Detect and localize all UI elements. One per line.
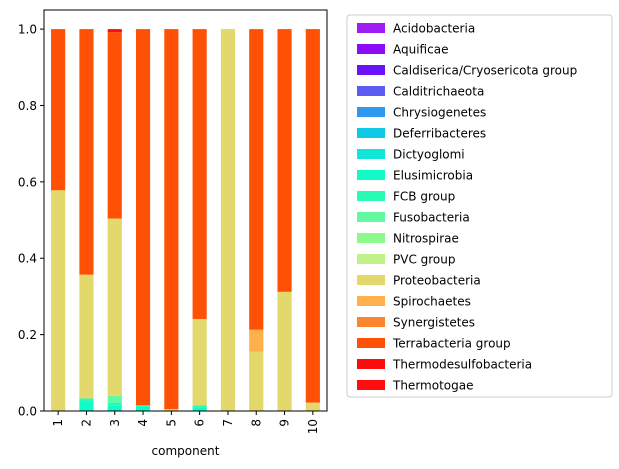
bar-segment (107, 405, 122, 411)
bar-segment (107, 32, 122, 219)
legend-swatch (357, 359, 385, 369)
bar-segment (192, 405, 207, 408)
bar-segment (164, 409, 179, 411)
y-tick-label: 1.0 (18, 23, 37, 37)
legend-swatch (357, 212, 385, 222)
legend-entry-label: Acidobacteria (393, 22, 475, 36)
bar-segment (79, 29, 94, 275)
x-tick-label: 10 (306, 419, 320, 434)
legend-swatch (357, 170, 385, 180)
legend-entry-label: Thermotogae (392, 379, 473, 393)
legend-swatch (357, 338, 385, 348)
x-tick-label: 6 (193, 419, 207, 427)
legend-swatch (357, 128, 385, 138)
legend-swatch (357, 191, 385, 201)
bar-segment (107, 218, 122, 396)
legend-frame (346, 14, 613, 398)
legend-entry-label: FCB group (393, 190, 455, 204)
legend-swatch (357, 380, 385, 390)
legend-swatch (357, 65, 385, 75)
bar-segment (79, 274, 94, 399)
legend-swatch (357, 275, 385, 285)
x-tick-label: 2 (79, 419, 93, 427)
plot-area (51, 29, 320, 411)
legend-entry-label: Synergistetes (393, 316, 475, 330)
bar-segment (107, 29, 122, 33)
bar-segment (249, 29, 264, 330)
legend-swatch (357, 233, 385, 243)
legend-entry-label: Nitrospirae (393, 232, 459, 246)
legend-entry-label: Aquificae (393, 43, 448, 57)
axes-frame (43, 9, 328, 412)
legend-swatch (357, 149, 385, 159)
legend-swatch (357, 107, 385, 117)
legend-entry-label: Dictyoglomi (393, 148, 465, 162)
bar-segment (305, 402, 320, 411)
legend-swatch (357, 254, 385, 264)
legend-swatch (357, 23, 385, 33)
x-axis-label: component (152, 444, 220, 458)
x-tick-label: 3 (108, 419, 122, 427)
bar-segment (220, 29, 236, 411)
bar-segment (135, 405, 151, 407)
legend-swatch (357, 296, 385, 306)
legend-entry-label: Spirochaetes (393, 295, 471, 309)
bar-segment (249, 351, 264, 411)
y-tick-label: 0.4 (18, 252, 37, 266)
legend-entry-label: Calditrichaeota (393, 85, 484, 99)
legend-entry-label: Terrabacteria group (392, 337, 511, 351)
x-tick-label: 4 (136, 419, 150, 427)
legend-entry-label: Thermodesulfobacteria (392, 358, 532, 372)
bar-segment (135, 406, 151, 411)
y-tick-label: 0.8 (18, 99, 37, 113)
axes: 0.0 0.2 0.4 0.6 0.8 1.0 1 2 3 4 5 6 7 8 9 10 (18, 9, 328, 434)
bar-segment (51, 190, 66, 411)
bar-segment (305, 29, 320, 403)
legend-entry-label: Proteobacteria (393, 274, 481, 288)
bar-segment (164, 29, 179, 410)
legend-entry-label: Chrysiogenetes (393, 106, 486, 120)
legend-entry-label: Caldiserica/Cryosericota group (393, 64, 577, 78)
x-tick-label: 7 (221, 419, 235, 427)
bar-segment (107, 395, 122, 403)
y-tick-label: 0.2 (18, 328, 37, 342)
legend-entry-label: Fusobacteria (393, 211, 470, 225)
legend-swatch (357, 317, 385, 327)
bar-segment (277, 291, 292, 411)
bar-segment (79, 401, 94, 411)
y-tick-label: 0.0 (18, 405, 37, 419)
x-tick-label: 1 (51, 419, 65, 427)
bar-segment (79, 398, 94, 402)
legend-entry-label: Deferribacteres (393, 127, 486, 141)
bar-segment (277, 29, 292, 292)
legend: Acidobacteria Aquificae Caldiserica/Cryose… (346, 14, 613, 398)
x-tick-label: 9 (278, 419, 292, 427)
legend-entry-label: Elusimicrobia (393, 169, 473, 183)
bar-segment (192, 318, 207, 406)
bar-segment (135, 29, 151, 406)
bar-segment (107, 402, 122, 406)
legend-entry-label: PVC group (393, 253, 456, 267)
bar-segment (51, 29, 66, 191)
legend-swatch (357, 86, 385, 96)
y-tick-label: 0.6 (18, 175, 37, 189)
bar-segment (249, 329, 264, 352)
x-tick-label: 5 (164, 419, 178, 427)
legend-swatch (357, 44, 385, 54)
bar-segment (192, 407, 207, 411)
x-tick-label: 8 (249, 419, 263, 427)
bar-segment (192, 29, 207, 319)
